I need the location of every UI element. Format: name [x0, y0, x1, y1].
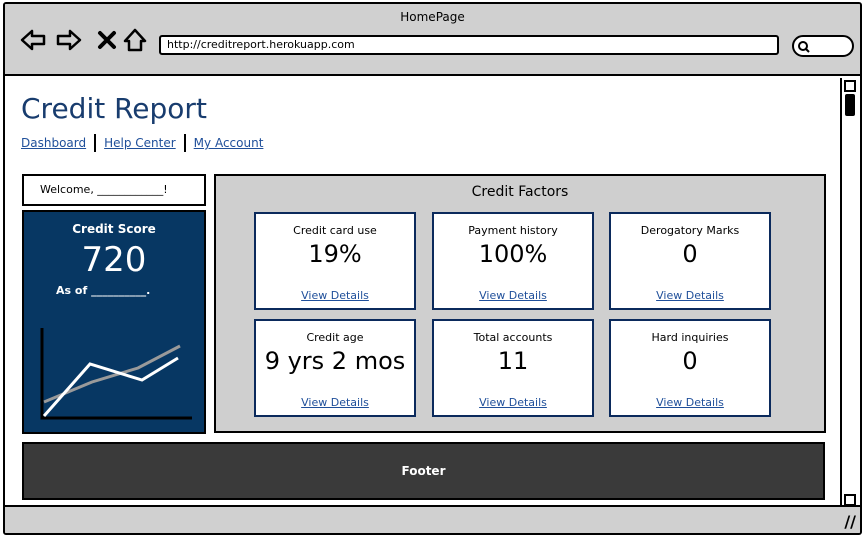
my-account-link[interactable]: My Account — [193, 136, 264, 150]
factor-value: 19% — [308, 240, 362, 268]
factor-value: 0 — [682, 240, 698, 268]
page-footer: Footer — [22, 442, 825, 500]
credit-factors-title: Credit Factors — [471, 184, 569, 200]
link-divider — [94, 134, 97, 152]
factor-value: 9 yrs 2 mos — [264, 347, 406, 375]
credit-score-date: As of __________. — [56, 284, 151, 297]
close-icon[interactable] — [93, 26, 121, 54]
browser-window: HomePage http://creditreport.herokuapp.c… — [3, 2, 862, 535]
factor-label: Derogatory Marks — [640, 224, 740, 237]
credit-score-label: Credit Score — [72, 222, 156, 236]
forward-arrow-icon[interactable] — [55, 26, 83, 54]
address-bar[interactable]: http://creditreport.herokuapp.com — [159, 35, 779, 55]
search-input[interactable] — [792, 35, 854, 57]
credit-score-value: 720 — [81, 240, 147, 280]
factor-label: Hard inquiries — [651, 331, 729, 344]
factor-card-derogatory-marks: Derogatory Marks 0 View Details — [609, 212, 771, 310]
factor-value: 100% — [478, 240, 548, 268]
trend-line-white — [42, 356, 179, 417]
link-divider — [183, 134, 186, 152]
credit-factors-panel: Credit Factors Credit card use 19% View … — [214, 174, 826, 433]
view-details-link[interactable]: View Details — [301, 396, 369, 409]
page-title: Credit Report — [21, 92, 207, 125]
trend-line-gray — [43, 344, 181, 404]
back-arrow-icon[interactable] — [19, 26, 47, 54]
view-details-link[interactable]: View Details — [301, 289, 369, 302]
browser-toolbar: HomePage http://creditreport.herokuapp.c… — [5, 4, 860, 76]
factor-card-hard-inquiries: Hard inquiries 0 View Details — [609, 319, 771, 417]
factor-label: Total accounts — [473, 331, 553, 344]
window-title: HomePage — [400, 10, 465, 24]
search-icon — [798, 41, 810, 53]
dashboard-link[interactable]: Dashboard — [21, 136, 87, 150]
status-bar: // — [5, 505, 860, 533]
chart-axes — [40, 328, 192, 420]
scroll-thumb[interactable] — [845, 94, 855, 116]
view-details-link[interactable]: View Details — [656, 289, 724, 302]
vertical-scrollbar[interactable] — [840, 78, 858, 508]
home-icon[interactable] — [121, 26, 149, 54]
factor-label: Credit card use — [293, 224, 377, 237]
credit-score-card: Credit Score 720 As of __________. — [22, 210, 206, 434]
view-details-link[interactable]: View Details — [479, 289, 547, 302]
page-content: Credit Report Dashboard Help Center My A… — [5, 78, 841, 508]
factor-value: 0 — [682, 347, 698, 375]
factor-label: Payment history — [468, 224, 558, 237]
factor-card-total-accounts: Total accounts 11 View Details — [432, 319, 594, 417]
view-details-link[interactable]: View Details — [656, 396, 724, 409]
factor-card-credit-age: Credit age 9 yrs 2 mos View Details — [254, 319, 416, 417]
help-center-link[interactable]: Help Center — [104, 136, 176, 150]
welcome-message: Welcome, ____________! — [22, 174, 206, 206]
factor-value: 11 — [497, 347, 529, 375]
resize-grip-icon[interactable]: // — [844, 512, 856, 531]
factor-card-credit-card-use: Credit card use 19% View Details — [254, 212, 416, 310]
factor-label: Credit age — [306, 331, 364, 344]
score-trend-chart — [40, 328, 192, 420]
nav-links: Dashboard Help Center My Account — [21, 134, 263, 152]
factor-card-payment-history: Payment history 100% View Details — [432, 212, 594, 310]
scroll-up-button[interactable] — [844, 80, 856, 92]
view-details-link[interactable]: View Details — [479, 396, 547, 409]
